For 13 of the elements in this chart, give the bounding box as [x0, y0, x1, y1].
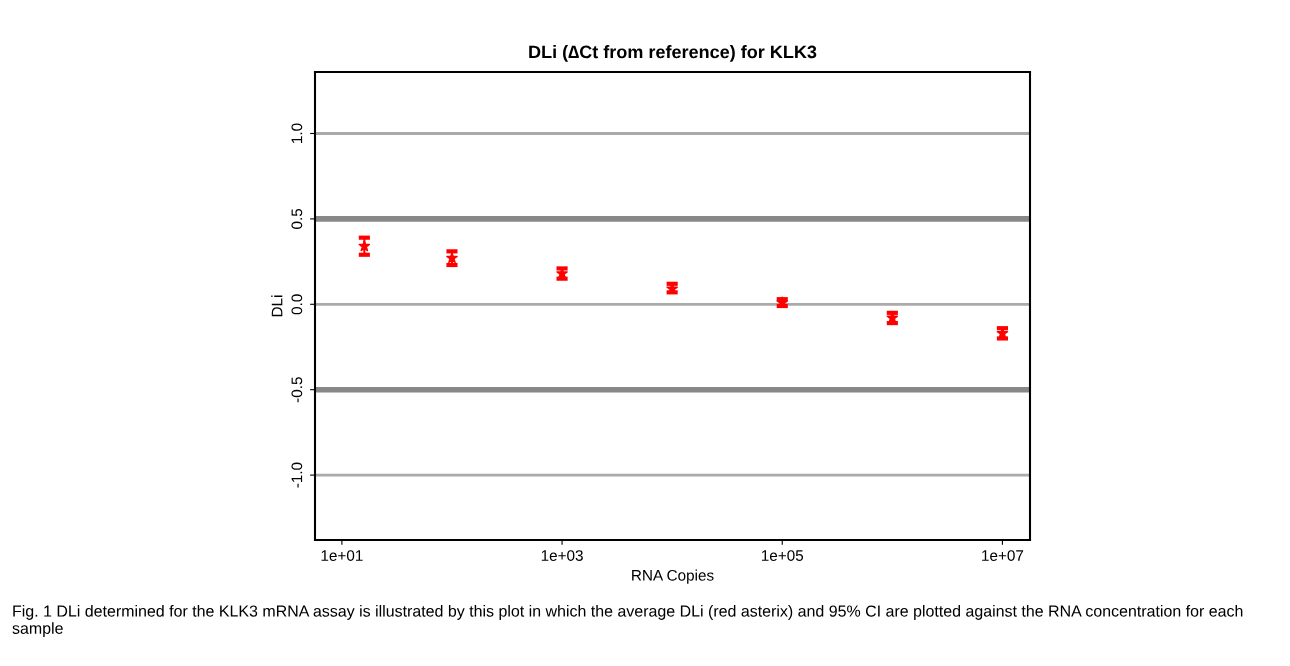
y-tick-label: 0.0: [291, 294, 303, 315]
y-tick-label: 1.0: [291, 123, 303, 143]
y-tick-label: 0.5: [291, 208, 303, 229]
x-tick-label: 1e+05: [761, 550, 804, 561]
x-tick-label: 1e+03: [541, 550, 583, 561]
x-tick-label: 1e+01: [321, 550, 363, 561]
x-tick-label: 1e+07: [982, 550, 1024, 561]
chart-title: DLi (∆Ct from reference) for KLK3: [529, 45, 817, 62]
caption: Fig. 1 DLi determined for the KLK3 mRNA assay is illustrated by this plot in which the average DLi (red asterix) and 95% CI are plotted against the RNA concentration for each sample: [12, 605, 1243, 638]
y-tick-label: -1.0: [291, 462, 303, 488]
x-axis-title: RNA Copies: [632, 569, 714, 584]
y-tick-label: -0.5: [291, 377, 303, 403]
y-axis-title: DLi: [271, 295, 283, 317]
